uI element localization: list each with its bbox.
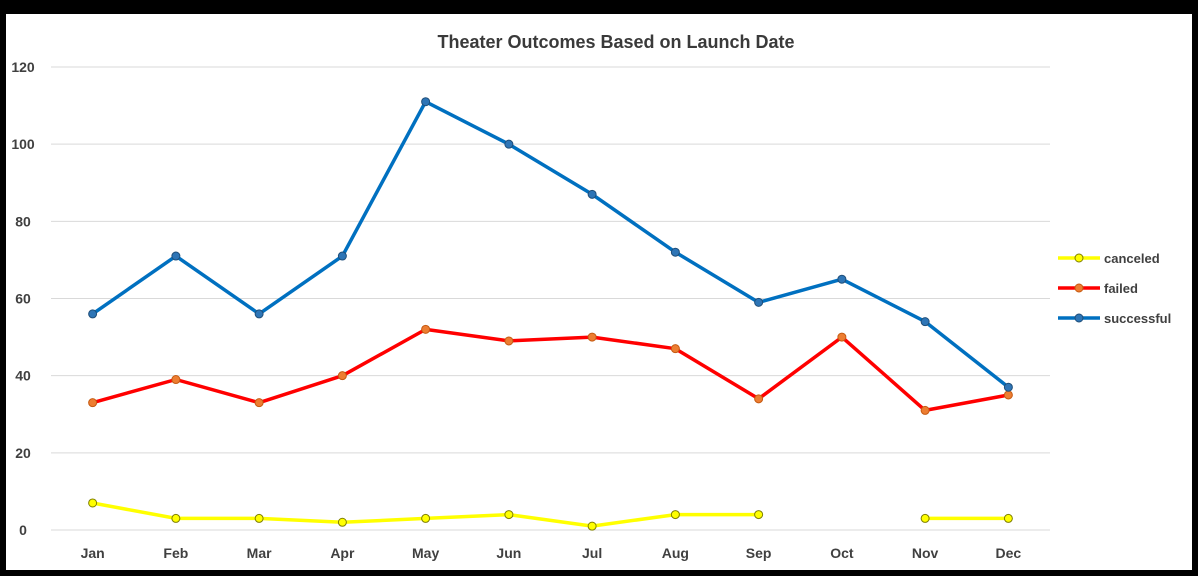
legend-label: failed xyxy=(1104,281,1138,296)
y-tick-label: 40 xyxy=(15,368,31,384)
data-point-canceled-aug xyxy=(670,510,680,520)
x-tick-label: Jul xyxy=(582,545,602,561)
data-point-canceled-jan xyxy=(88,498,98,508)
series-successful xyxy=(88,97,1013,392)
data-point-successful-jun xyxy=(504,139,514,149)
x-tick-label: Feb xyxy=(163,545,188,561)
data-point-canceled-may xyxy=(421,513,431,523)
data-point-canceled-mar xyxy=(254,513,264,523)
data-point-successful-apr xyxy=(337,251,347,261)
data-point-canceled-apr xyxy=(337,517,347,527)
legend-item-failed: failed xyxy=(1058,281,1138,296)
data-point-successful-jan xyxy=(88,309,98,319)
data-point-successful-jul xyxy=(587,189,597,199)
legend-item-canceled: canceled xyxy=(1058,251,1160,266)
legend-item-successful: successful xyxy=(1058,311,1171,326)
legend-swatch-marker xyxy=(1074,283,1084,293)
series-canceled xyxy=(88,498,1013,531)
x-tick-label: Oct xyxy=(830,545,854,561)
legend-label: successful xyxy=(1104,311,1171,326)
data-point-successful-mar xyxy=(254,309,264,319)
x-tick-label: Sep xyxy=(746,545,772,561)
x-tick-label: Aug xyxy=(662,545,689,561)
data-point-failed-dec xyxy=(1003,390,1013,400)
data-point-successful-aug xyxy=(670,247,680,257)
x-tick-label: Nov xyxy=(912,545,939,561)
y-tick-label: 20 xyxy=(15,445,31,461)
series-line-failed xyxy=(90,327,1011,413)
data-point-successful-dec xyxy=(1003,382,1013,392)
series-lines xyxy=(88,97,1013,531)
x-tick-label: May xyxy=(412,545,439,561)
y-tick-label: 100 xyxy=(11,136,35,152)
series-failed xyxy=(88,324,1013,415)
y-tick-label: 80 xyxy=(15,213,31,229)
chart-title: Theater Outcomes Based on Launch Date xyxy=(437,32,794,52)
data-point-canceled-nov xyxy=(920,513,930,523)
y-tick-label: 120 xyxy=(11,59,35,75)
legend: canceled failed successful xyxy=(1058,251,1171,326)
data-point-canceled-feb xyxy=(171,513,181,523)
y-tick-label: 0 xyxy=(19,522,27,538)
x-tick-label: Apr xyxy=(330,545,355,561)
chart-area: Theater Outcomes Based on Launch Date 0 2… xyxy=(6,14,1192,570)
legend-swatch-marker xyxy=(1074,253,1084,263)
data-point-successful-sep xyxy=(754,297,764,307)
data-point-failed-oct xyxy=(837,332,847,342)
data-point-failed-apr xyxy=(337,371,347,381)
data-point-failed-may xyxy=(421,324,431,334)
data-point-failed-mar xyxy=(254,398,264,408)
legend-label: canceled xyxy=(1104,251,1160,266)
data-point-successful-nov xyxy=(920,317,930,327)
data-point-canceled-dec xyxy=(1003,513,1013,523)
line-chart: Theater Outcomes Based on Launch Date 0 2… xyxy=(11,32,1171,561)
series-line-canceled xyxy=(90,501,1011,528)
x-tick-label: Jan xyxy=(81,545,105,561)
data-point-canceled-sep xyxy=(754,510,764,520)
x-tick-label: Jun xyxy=(496,545,521,561)
data-point-failed-sep xyxy=(754,394,764,404)
data-point-failed-jan xyxy=(88,398,98,408)
data-point-failed-nov xyxy=(920,405,930,415)
gridlines xyxy=(51,66,1050,531)
x-axis-ticks: Jan Feb Mar Apr May Jun Jul Aug Sep Oct Nov Dec xyxy=(81,545,1022,561)
y-axis-ticks: 0 20 40 60 80 100 120 xyxy=(11,59,35,538)
data-point-failed-feb xyxy=(171,375,181,385)
legend-swatch-marker xyxy=(1074,313,1084,323)
data-point-failed-jun xyxy=(504,336,514,346)
data-point-failed-jul xyxy=(587,332,597,342)
x-tick-label: Dec xyxy=(996,545,1022,561)
data-point-successful-may xyxy=(421,97,431,107)
y-tick-label: 60 xyxy=(15,291,31,307)
data-point-successful-feb xyxy=(171,251,181,261)
data-point-canceled-jun xyxy=(504,510,514,520)
x-tick-label: Mar xyxy=(247,545,272,561)
data-point-successful-oct xyxy=(837,274,847,284)
data-point-failed-aug xyxy=(670,344,680,354)
series-line-successful xyxy=(90,99,1011,389)
data-point-canceled-jul xyxy=(587,521,597,531)
